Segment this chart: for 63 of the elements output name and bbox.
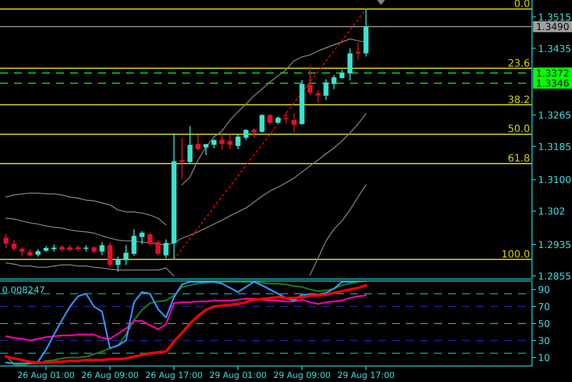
candlestick (220, 134, 224, 150)
x-tick-label: 26 Aug 09:00 (81, 371, 139, 381)
candlestick (348, 48, 352, 81)
candlestick (108, 242, 112, 268)
candlestick (236, 134, 240, 150)
y-tick-label: 90 (538, 285, 550, 296)
candlestick (228, 134, 232, 150)
annotation: 50.0 (508, 124, 530, 136)
candlestick (132, 228, 136, 256)
y-tick-label: 1.302 (538, 206, 566, 218)
x-tick-label: 29 Aug 17:00 (337, 371, 395, 381)
candlestick (188, 125, 192, 164)
x-tick-label: 29 Aug 09:00 (273, 371, 331, 381)
y-tick-label: 1.3185 (538, 142, 572, 153)
annotation: 23.6 (508, 58, 530, 70)
x-tick-label: 26 Aug 17:00 (145, 371, 203, 381)
annotation: 0.0 (514, 0, 530, 10)
annotation: 61.8 (508, 154, 530, 165)
line-series (5, 294, 367, 342)
candlestick (316, 89, 320, 104)
candlestick (164, 238, 168, 259)
candlestick (244, 128, 248, 141)
y-tick-label: 1.3435 (538, 44, 572, 55)
candlestick (260, 114, 264, 134)
candlestick (116, 256, 120, 272)
y-tick-label: 50 (538, 319, 550, 330)
candlestick (20, 246, 24, 258)
y-tick-label: 1.3265 (538, 110, 572, 122)
candlestick (180, 137, 184, 180)
annotation: 38.2 (508, 94, 530, 106)
candlestick (100, 242, 104, 256)
candlestick (124, 244, 128, 266)
candlestick (148, 232, 152, 247)
candlestick (252, 128, 256, 138)
candlestick (4, 232, 8, 249)
candlestick (196, 134, 200, 152)
ref-line-label: 1.3372 (536, 68, 570, 80)
candlestick (332, 74, 336, 90)
candlestick (212, 138, 216, 149)
candlestick (156, 240, 160, 256)
candlestick (292, 112, 296, 132)
y-tick-label: 1.3515 (538, 12, 572, 24)
candlestick (308, 65, 312, 96)
ref-line-label: 1.3346 (536, 78, 570, 90)
y-tick-label: 1.2935 (538, 240, 572, 251)
y-tick-label: 70 (538, 302, 550, 313)
y-tick-label: 10 (538, 353, 550, 364)
line-series (174, 8, 366, 260)
candlestick (356, 42, 360, 61)
candlestick (268, 114, 272, 126)
y-tick-label: 30 (538, 336, 550, 347)
annotation: 100.0 (501, 249, 530, 260)
x-tick-label: 26 Aug 01:00 (17, 371, 75, 381)
candlestick (12, 240, 16, 252)
ref-line-label: 1.3490 (536, 22, 570, 34)
annotation: 0.008247 (2, 286, 45, 296)
candlestick (204, 144, 208, 156)
y-tick-label: 1.2855 (538, 271, 572, 282)
candlestick (324, 78, 328, 101)
x-tick-label: 29 Aug 01:00 (209, 371, 267, 381)
candlestick (140, 230, 144, 245)
candlestick (284, 112, 288, 124)
y-tick-label: 1.3100 (538, 175, 572, 186)
